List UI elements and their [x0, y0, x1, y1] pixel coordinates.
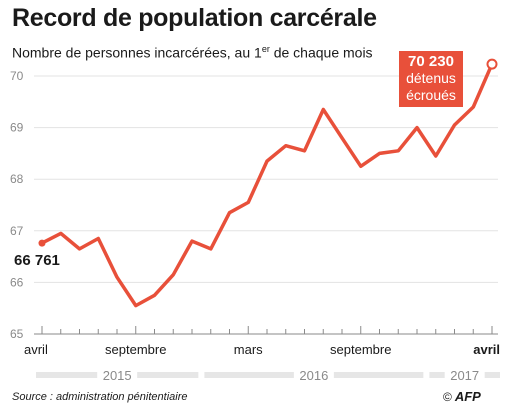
year-label-2015: 2015 [103, 368, 132, 383]
end-label-line1: détenus [406, 70, 456, 86]
copyright-symbol: © [443, 390, 452, 404]
y-tick-label-69: 69 [10, 121, 24, 135]
subtitle-main: Nombre de personnes incarcérées, au 1 [12, 44, 262, 61]
y-tick-label-68: 68 [10, 172, 24, 186]
x-tick-label-2016-03: mars [234, 342, 263, 357]
chart-subtitle: Nombre de personnes incarcérées, au 1er … [12, 44, 373, 61]
x-axis: avril septembre mars septembre avril [24, 326, 500, 357]
year-label-2016: 2016 [299, 368, 328, 383]
start-value-label: 66 761 [14, 252, 60, 269]
series-line [40, 62, 494, 308]
data-series [38, 58, 498, 308]
x-tick-label-2015-09: septembre [105, 342, 166, 357]
year-bars: 2015 2016 2017 [36, 368, 500, 383]
x-tick-label-2015-04: avril [24, 342, 48, 357]
subtitle-superscript: er [261, 44, 270, 54]
grid-lines: 65 66 67 68 69 70 [10, 69, 498, 341]
afp-logo: © AFP [443, 389, 481, 404]
start-point-marker [38, 239, 46, 247]
end-value: 70 230 [408, 53, 454, 70]
afp-logo-text: AFP [454, 389, 481, 404]
end-point-marker [486, 58, 498, 70]
y-tick-label-70: 70 [10, 69, 24, 83]
y-tick-label-65: 65 [10, 327, 24, 341]
end-value-callout: 70 230 détenus écroués [399, 51, 463, 107]
x-tick-label-2017-04: avril [473, 342, 500, 357]
year-label-2017: 2017 [450, 368, 479, 383]
x-tick-label-2016-09: septembre [330, 342, 391, 357]
y-tick-label-66: 66 [10, 275, 24, 289]
y-tick-label-67: 67 [10, 224, 24, 238]
chart-title: Record de population carcérale [12, 4, 377, 32]
end-label-line2: écroués [406, 87, 456, 103]
source-note: Source : administration pénitentiaire [12, 391, 188, 403]
subtitle-end: de chaque mois [269, 44, 373, 61]
